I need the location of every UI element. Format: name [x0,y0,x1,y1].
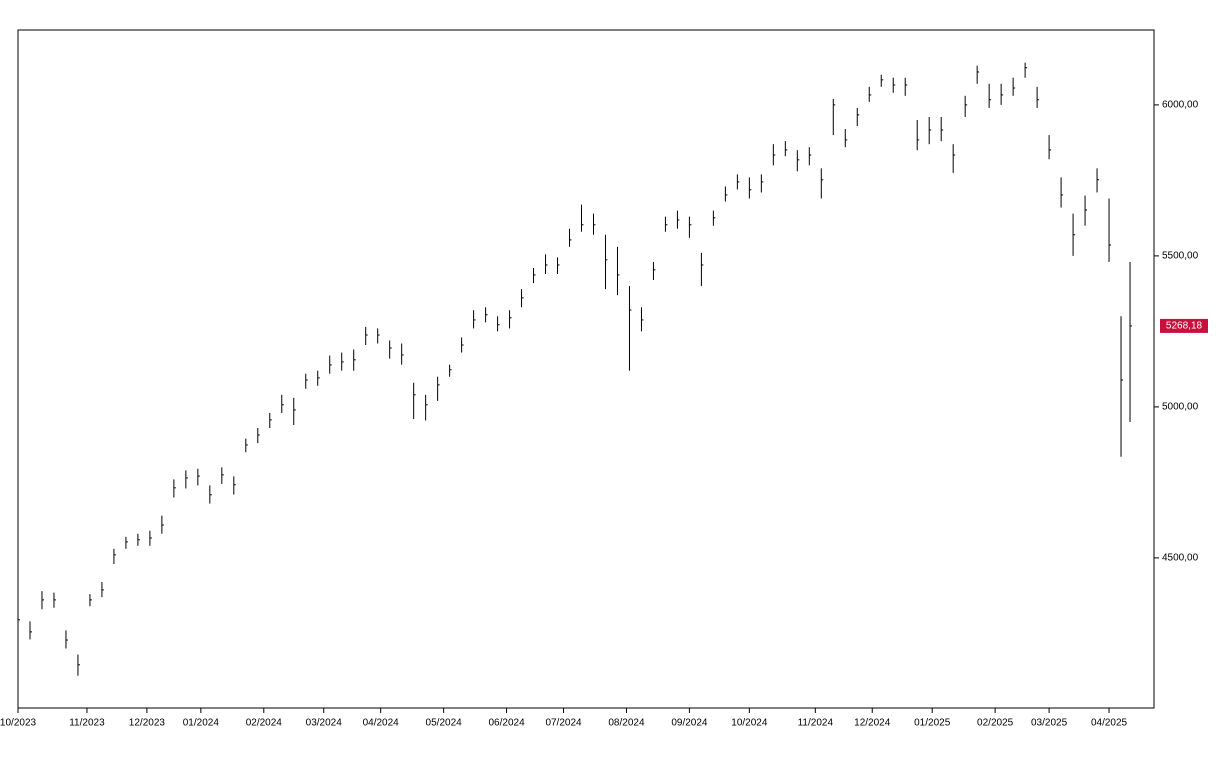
x-tick-label: 06/2024 [488,718,525,729]
y-tick-label: 5500,00 [1162,251,1199,262]
y-tick-label: 5000,00 [1162,402,1199,413]
last-value-label: 5268,18 [1166,321,1203,332]
x-tick-label: 11/2024 [798,718,834,729]
last-value-box [1160,318,1208,333]
x-tick-label: 10/2024 [731,718,768,729]
x-tick-label: 04/2025 [1091,718,1128,729]
x-tick-label: 05/2024 [426,718,463,729]
x-tick-label: 09/2024 [671,718,708,729]
x-tick-label: 10/2023 [0,718,37,729]
x-tick-label: 04/2024 [363,718,400,729]
y-tick-label: 6000,00 [1162,100,1199,111]
x-tick-label: 02/2025 [977,718,1014,729]
x-tick-label: 01/2024 [183,718,220,729]
x-tick-label: 01/2025 [914,718,951,729]
x-tick-label: 03/2025 [1031,718,1068,729]
x-tick-label: 11/2023 [69,718,105,729]
x-tick-label: 03/2024 [306,718,343,729]
x-tick-label: 12/2023 [129,718,166,729]
x-tick-label: 07/2024 [545,718,582,729]
y-tick-label: 4500,00 [1162,553,1199,564]
x-tick-label: 08/2024 [608,718,645,729]
x-tick-label: 12/2024 [854,718,891,729]
x-tick-label: 02/2024 [246,718,283,729]
plot-frame [17,29,1155,709]
